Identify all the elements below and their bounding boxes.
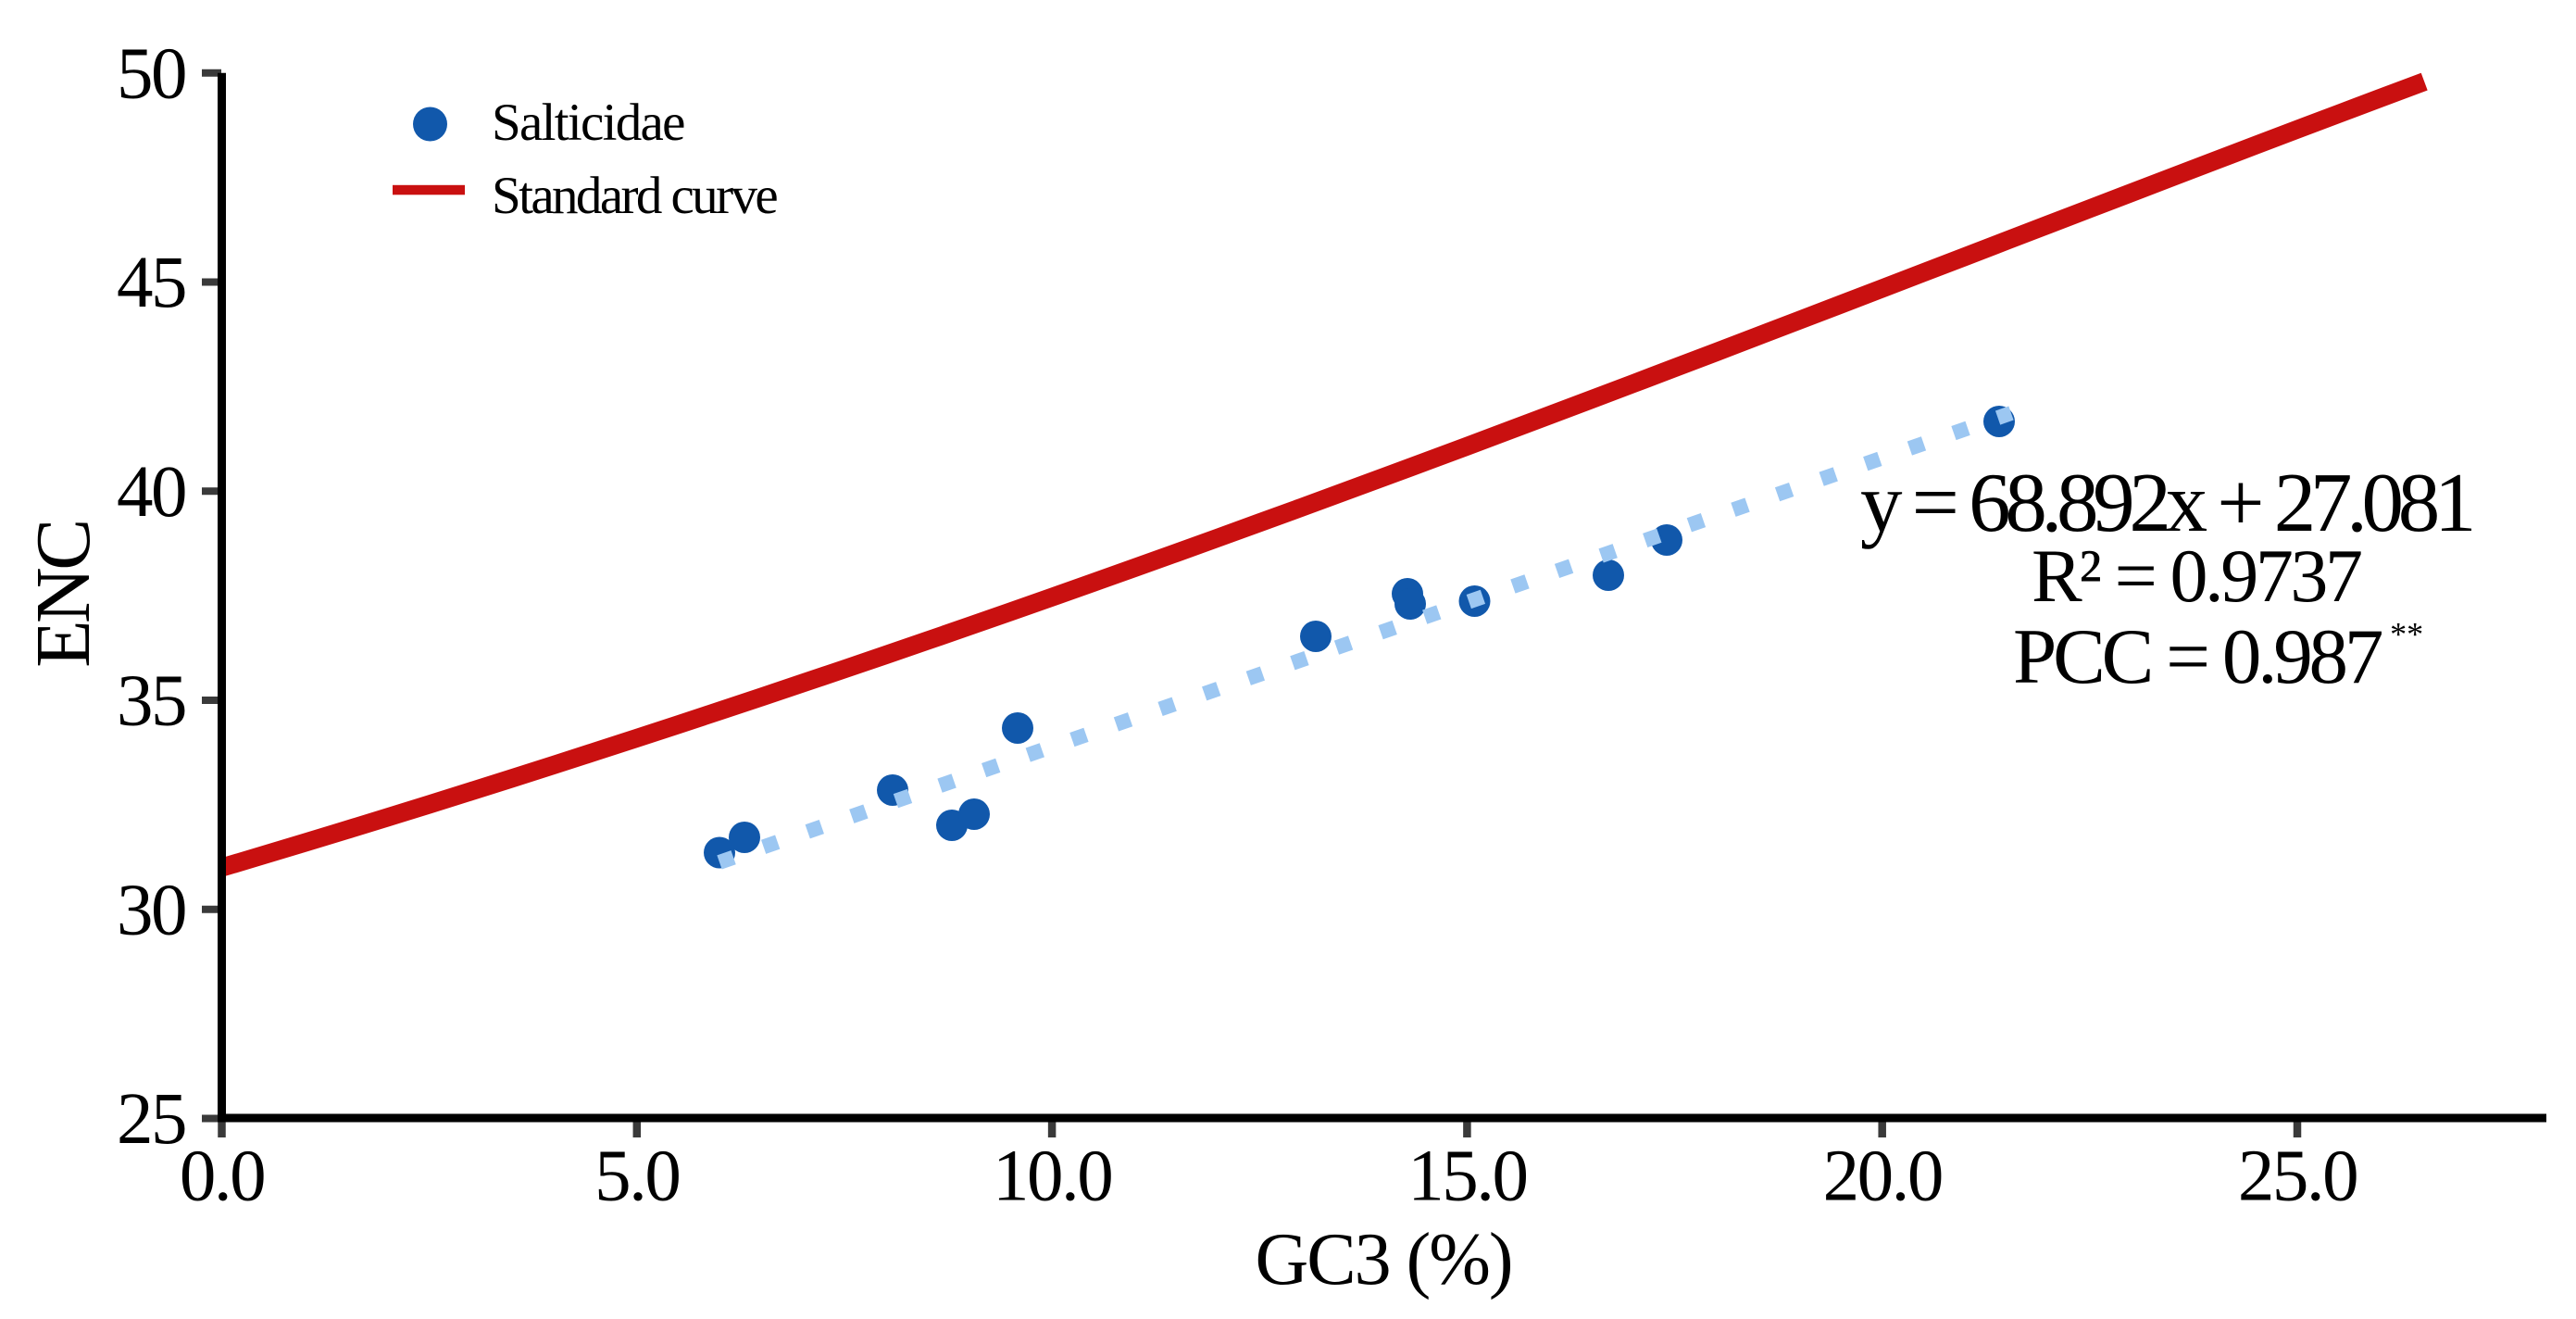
svg-text:ENC: ENC — [20, 521, 106, 668]
svg-text:30: 30 — [117, 870, 185, 950]
svg-text:40: 40 — [117, 452, 185, 533]
svg-text:15.0: 15.0 — [1407, 1137, 1526, 1217]
svg-text:R² = 0.9737: R² = 0.9737 — [2032, 534, 2361, 618]
svg-text:20.0: 20.0 — [1823, 1137, 1942, 1217]
svg-text:y = 68.892x + 27.081: y = 68.892x + 27.081 — [1860, 456, 2472, 549]
svg-text:10.0: 10.0 — [993, 1137, 1111, 1217]
svg-text:25.0: 25.0 — [2238, 1137, 2357, 1217]
svg-text:35: 35 — [117, 661, 185, 742]
svg-text:25: 25 — [117, 1079, 185, 1160]
svg-text:GC3 (%): GC3 (%) — [1255, 1219, 1511, 1300]
svg-text:50: 50 — [117, 33, 185, 114]
svg-text:Salticidae: Salticidae — [492, 94, 684, 152]
svg-text:5.0: 5.0 — [594, 1137, 679, 1217]
svg-text:0.0: 0.0 — [180, 1137, 264, 1217]
svg-text:45: 45 — [117, 243, 185, 323]
svg-text:PCC = 0.987**: PCC = 0.987 ** — [2013, 613, 2423, 700]
svg-text:Standard curve: Standard curve — [492, 167, 777, 225]
